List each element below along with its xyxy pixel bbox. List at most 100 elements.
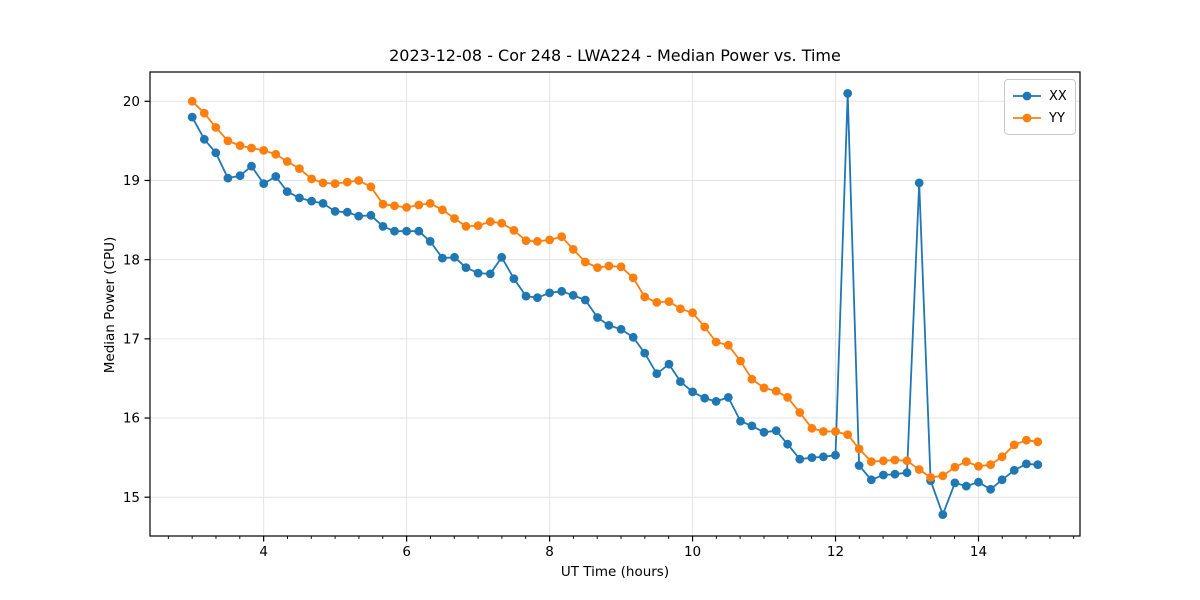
data-point-xx: [997, 475, 1007, 485]
data-point-yy: [1022, 435, 1031, 445]
data-point-xx: [986, 484, 995, 494]
data-point-xx: [438, 253, 447, 263]
data-point-xx: [211, 148, 221, 158]
data-point-yy: [282, 157, 292, 166]
data-point-xx: [580, 295, 590, 305]
data-point-yy: [950, 462, 960, 472]
data-point-yy: [545, 235, 554, 245]
data-point-xx: [819, 452, 828, 462]
data-point-xx: [199, 134, 209, 144]
x-tick-label: 14: [970, 544, 987, 560]
data-point-yy: [223, 136, 233, 146]
data-point-yy: [664, 297, 674, 306]
data-point-yy: [688, 308, 697, 318]
data-point-yy: [854, 444, 864, 454]
y-tick-label: 15: [123, 490, 140, 506]
data-point-yy: [259, 146, 269, 155]
data-point-yy: [700, 322, 710, 332]
data-point-yy: [378, 199, 388, 209]
data-point-xx: [854, 461, 864, 470]
legend: XX YY: [1004, 79, 1076, 135]
data-point-xx: [866, 475, 876, 485]
data-point-yy: [366, 182, 376, 192]
y-tick-label: 19: [123, 173, 140, 189]
data-point-yy: [986, 460, 995, 470]
data-point-xx: [879, 470, 888, 480]
data-point-yy: [759, 383, 769, 393]
data-point-yy: [783, 393, 792, 402]
data-point-xx: [425, 237, 435, 246]
data-point-yy: [938, 471, 948, 481]
data-point-yy: [521, 236, 531, 246]
legend-item-yy: YY: [1012, 107, 1068, 129]
y-tick-label: 17: [123, 331, 140, 347]
data-point-yy: [902, 456, 912, 466]
data-point-xx: [736, 416, 745, 426]
data-point-xx: [759, 427, 769, 437]
data-point-xx: [700, 393, 710, 403]
data-point-yy: [318, 178, 328, 188]
data-point-xx: [938, 510, 948, 519]
data-point-yy: [879, 456, 888, 466]
data-point-xx: [354, 211, 364, 221]
data-point-xx: [509, 274, 519, 284]
data-point-yy: [736, 356, 745, 366]
data-point-xx: [807, 453, 817, 462]
data-point-xx: [485, 269, 495, 279]
data-point-xx: [831, 450, 840, 460]
data-point-yy: [402, 203, 411, 212]
x-axis-label: UT Time (hours): [560, 564, 670, 580]
data-point-yy: [604, 261, 614, 271]
x-tick-label: 4: [259, 544, 268, 560]
data-point-yy: [652, 298, 662, 307]
data-point-yy: [723, 340, 733, 350]
legend-item-xx: XX: [1012, 85, 1068, 107]
data-point-xx: [545, 288, 554, 298]
data-point-yy: [330, 179, 340, 189]
y-axis-label: Median Power (CPU): [102, 236, 118, 374]
data-point-yy: [450, 214, 459, 223]
data-point-xx: [342, 207, 352, 217]
data-point-xx: [259, 179, 269, 189]
y-tick-label: 18: [123, 252, 140, 268]
data-point-yy: [866, 457, 876, 466]
x-tick-label: 10: [684, 544, 701, 560]
data-point-xx: [307, 196, 316, 206]
data-point-yy: [497, 218, 507, 228]
data-point-xx: [271, 172, 281, 181]
data-point-xx: [330, 207, 340, 216]
data-point-xx: [604, 321, 614, 330]
data-point-xx: [593, 313, 602, 322]
data-point-xx: [187, 112, 197, 122]
data-point-xx: [390, 226, 399, 236]
data-point-yy: [1009, 440, 1019, 450]
data-point-xx: [557, 286, 567, 296]
data-point-yy: [997, 452, 1007, 462]
x-tick-label: 6: [402, 544, 411, 560]
legend-label-yy: YY: [1049, 110, 1065, 126]
data-point-yy: [247, 143, 256, 153]
data-point-yy: [425, 199, 435, 208]
data-point-yy: [533, 237, 542, 246]
data-point-yy: [747, 374, 757, 384]
data-point-xx: [628, 332, 638, 342]
data-point-yy: [616, 262, 626, 272]
data-point-yy: [509, 226, 519, 235]
data-point-yy: [831, 427, 840, 436]
data-point-xx: [235, 171, 245, 181]
data-point-yy: [199, 108, 209, 118]
data-point-yy: [354, 176, 364, 185]
data-point-xx: [711, 397, 721, 406]
data-point-xx: [402, 226, 411, 236]
legend-marker-xx-icon: [1013, 91, 1041, 101]
data-point-yy: [628, 273, 638, 283]
data-point-xx: [843, 89, 853, 98]
data-point-xx: [1033, 460, 1043, 470]
y-tick-label: 20: [123, 94, 140, 110]
data-point-yy: [890, 455, 900, 465]
data-point-xx: [295, 193, 304, 203]
data-point-xx: [223, 173, 233, 183]
data-point-xx: [473, 268, 483, 278]
